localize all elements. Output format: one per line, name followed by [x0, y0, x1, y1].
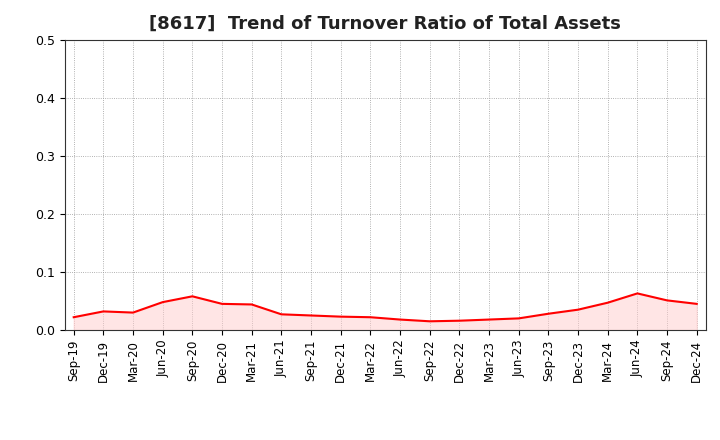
- Title: [8617]  Trend of Turnover Ratio of Total Assets: [8617] Trend of Turnover Ratio of Total …: [149, 15, 621, 33]
